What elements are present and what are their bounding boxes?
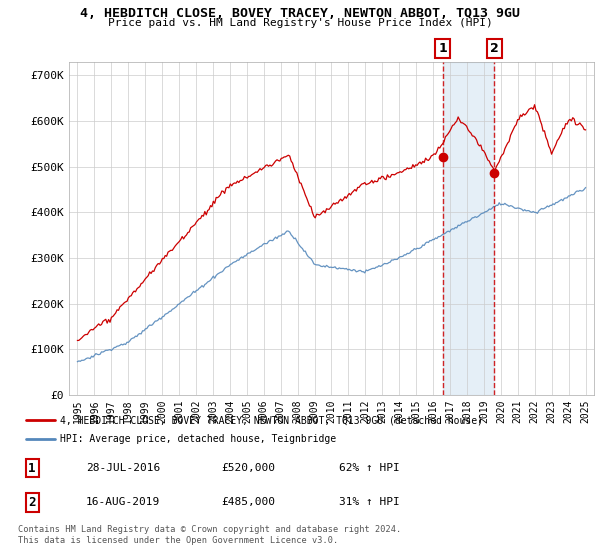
Text: 2: 2 (28, 496, 36, 509)
Text: £520,000: £520,000 (221, 463, 275, 473)
Text: HPI: Average price, detached house, Teignbridge: HPI: Average price, detached house, Teig… (60, 435, 337, 445)
Text: 4, HEBDITCH CLOSE, BOVEY TRACEY, NEWTON ABBOT, TQ13 9GU: 4, HEBDITCH CLOSE, BOVEY TRACEY, NEWTON … (80, 7, 520, 20)
Text: 4, HEBDITCH CLOSE, BOVEY TRACEY, NEWTON ABBOT, TQ13 9GU (detached house): 4, HEBDITCH CLOSE, BOVEY TRACEY, NEWTON … (60, 415, 484, 425)
Text: Price paid vs. HM Land Registry's House Price Index (HPI): Price paid vs. HM Land Registry's House … (107, 18, 493, 28)
Text: 62% ↑ HPI: 62% ↑ HPI (340, 463, 400, 473)
Text: £485,000: £485,000 (221, 497, 275, 507)
Text: 1: 1 (439, 42, 447, 55)
Text: 28-JUL-2016: 28-JUL-2016 (86, 463, 160, 473)
Bar (443, 62, 494, 395)
Text: 2: 2 (490, 42, 499, 55)
Text: 16-AUG-2019: 16-AUG-2019 (86, 497, 160, 507)
Text: Contains HM Land Registry data © Crown copyright and database right 2024.
This d: Contains HM Land Registry data © Crown c… (18, 525, 401, 545)
Text: 31% ↑ HPI: 31% ↑ HPI (340, 497, 400, 507)
Text: 1: 1 (28, 461, 36, 475)
